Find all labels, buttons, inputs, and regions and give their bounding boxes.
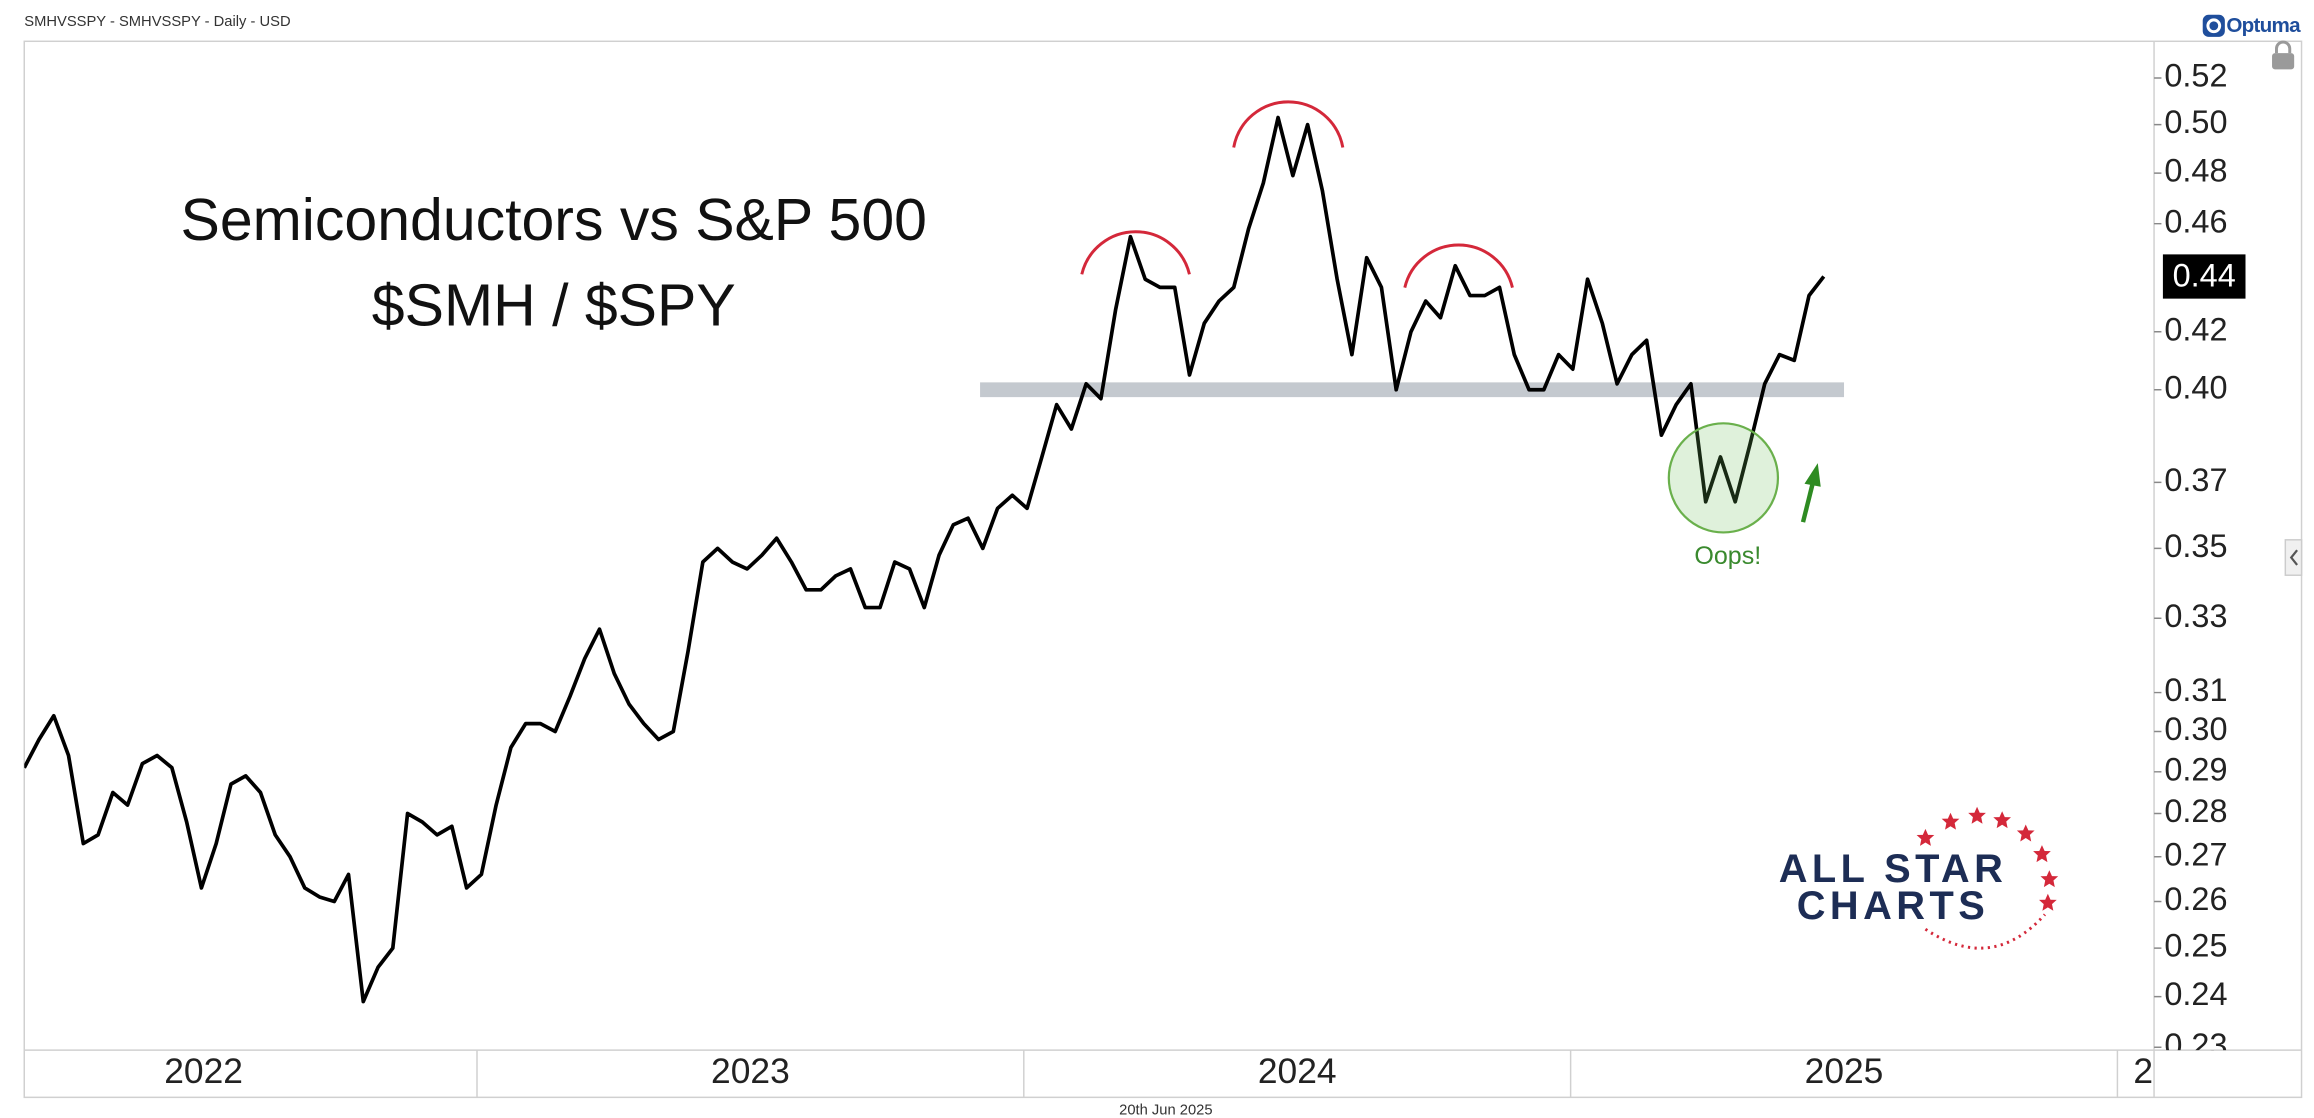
y-axis: 0.23 0.24 0.25 0.26 0.27 0.28 0.29 0.300.31 0.33… <box>2154 58 2228 1063</box>
y-tick-label: 0.26 <box>2164 881 2227 917</box>
y-tick-label: 0.37 <box>2164 462 2227 498</box>
shoulder-arc <box>1403 243 1514 288</box>
annotation-text: Oops! <box>1694 542 1761 570</box>
x-tick-label: 2023 <box>711 1052 790 1091</box>
pattern-annotations: Oops! <box>1080 100 1821 570</box>
x-tick-label: 2026 <box>2133 1052 2212 1091</box>
footer-date: 20th Jun 2025 <box>1119 1103 1212 1118</box>
side-tab-box <box>2284 539 2303 576</box>
lock-body <box>2272 53 2295 70</box>
y-tick-label: 0.25 <box>2164 928 2227 964</box>
lock-icon[interactable] <box>2272 40 2295 70</box>
lock-shackle <box>2275 40 2292 54</box>
logo-text: Optuma <box>2226 14 2301 37</box>
header: SMHVSSPY - SMHVSSPY - Daily - USD <box>24 14 290 30</box>
last-value-box <box>2162 254 2246 299</box>
last-value-label: 0.44 <box>2173 258 2236 294</box>
watermark-line: ALL STAR <box>1779 847 2008 891</box>
highlight-circle <box>1667 422 1780 534</box>
y-tick-label: 0.30 <box>2164 711 2227 747</box>
y-tick-label: 0.40 <box>2164 369 2227 405</box>
y-tick-label: 0.42 <box>2164 311 2227 347</box>
y-tick-label: 0.28 <box>2164 793 2227 829</box>
y-tick-label: 0.33 <box>2164 598 2227 634</box>
chart-title: Semiconductors vs S&P 500 <box>181 187 927 253</box>
x-axis: 2022 2023 2024 2025 2026 <box>164 1050 2212 1098</box>
y-tick-label: 0.23 <box>2164 1027 2227 1063</box>
y-tick-label: 0.24 <box>2164 976 2227 1012</box>
line-layer <box>24 115 1826 1004</box>
logo-icon <box>2202 14 2225 37</box>
watermark-dots <box>1924 913 2047 950</box>
shoulder-arc <box>1080 230 1191 275</box>
y-tick-label: 0.46 <box>2164 203 2227 239</box>
price-line <box>24 115 1826 1004</box>
arrow-head <box>1804 463 1821 487</box>
side-tab[interactable] <box>2284 539 2303 576</box>
x-tick-label: 2024 <box>1258 1052 1337 1091</box>
watermark-line: CHARTS <box>1797 884 1989 928</box>
x-tick-label: 2022 <box>164 1052 243 1091</box>
y-tick-label: 0.27 <box>2164 836 2227 872</box>
y-tick-label: 0.29 <box>2164 751 2227 787</box>
logo-icon-ring <box>2206 18 2222 34</box>
band-layer <box>980 382 1845 398</box>
y-tick-label: 0.48 <box>2164 153 2227 189</box>
y-tick-label: 0.31 <box>2164 672 2227 708</box>
y-tick-label: 0.52 <box>2164 58 2227 94</box>
watermark: ALL STAR CHARTS <box>1779 806 2059 950</box>
arrow-shaft <box>1800 480 1816 523</box>
x-tick-label: 2025 <box>1805 1052 1884 1091</box>
y-tick-label: 0.35 <box>2164 528 2227 564</box>
chart-subtitle: $SMH / $SPY <box>372 272 736 338</box>
side-tab-arrow <box>2289 549 2298 566</box>
y-tick-label: 0.50 <box>2164 104 2227 140</box>
logo: Optuma <box>2202 14 2302 37</box>
level-band <box>980 382 1845 398</box>
head-arc <box>1232 100 1345 148</box>
